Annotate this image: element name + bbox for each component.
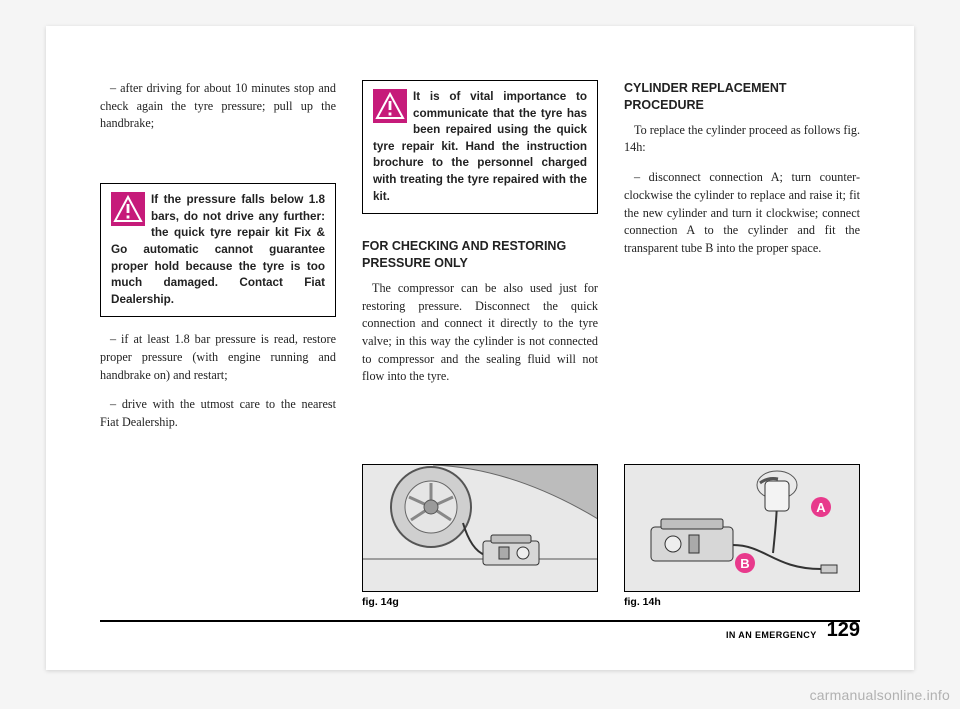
- figure-14h-caption: fig. 14h: [624, 596, 860, 608]
- figure-14h: A B: [624, 464, 860, 592]
- figure-14g: [362, 464, 598, 592]
- label-b-bubble: B: [735, 553, 755, 573]
- col3-para1: To replace the cylinder proceed as follo…: [624, 122, 860, 157]
- column-1: – after driving for about 10 minutes sto…: [100, 80, 336, 432]
- heading-checking-pressure: FOR CHECKING AND RESTORING PRESSURE ONLY: [362, 238, 598, 272]
- page-footer: IN AN EMERGENCY 129: [100, 620, 860, 642]
- col1-para3: – drive with the utmost care to the near…: [100, 396, 336, 431]
- col2-para1: The compressor can be also used just for…: [362, 280, 598, 386]
- footer-page-number: 129: [827, 619, 860, 642]
- warning-icon: [373, 89, 407, 123]
- heading-cylinder-replacement: CYLINDER REPLACEMENT PROCEDURE: [624, 80, 860, 114]
- warning-icon: [111, 192, 145, 226]
- label-b: B: [740, 556, 749, 571]
- footer-section: IN AN EMERGENCY: [726, 630, 817, 642]
- page: – after driving for about 10 minutes sto…: [46, 26, 914, 670]
- label-a-bubble: A: [811, 497, 831, 517]
- watermark: carmanualsonline.info: [810, 687, 950, 703]
- content-columns: – after driving for about 10 minutes sto…: [100, 80, 860, 432]
- warning-box-pressure: If the pressure falls below 1.8 bars, do…: [100, 183, 336, 317]
- warning-box-communicate: It is of vital importance to communicate…: [362, 80, 598, 214]
- col1-para1: – after driving for about 10 minutes sto…: [100, 80, 336, 133]
- label-a: A: [816, 500, 825, 515]
- column-3: CYLINDER REPLACEMENT PROCEDURE To replac…: [624, 80, 860, 432]
- col1-para2: – if at least 1.8 bar pressure is read, …: [100, 331, 336, 384]
- figure-14h-wrap: A B fig. 14h: [624, 464, 860, 608]
- column-2: It is of vital importance to communicate…: [362, 80, 598, 432]
- figure-14g-wrap: fig. 14g: [362, 464, 598, 608]
- figure-14g-caption: fig. 14g: [362, 596, 598, 608]
- col3-para2: – disconnect connection A; turn counter-…: [624, 169, 860, 257]
